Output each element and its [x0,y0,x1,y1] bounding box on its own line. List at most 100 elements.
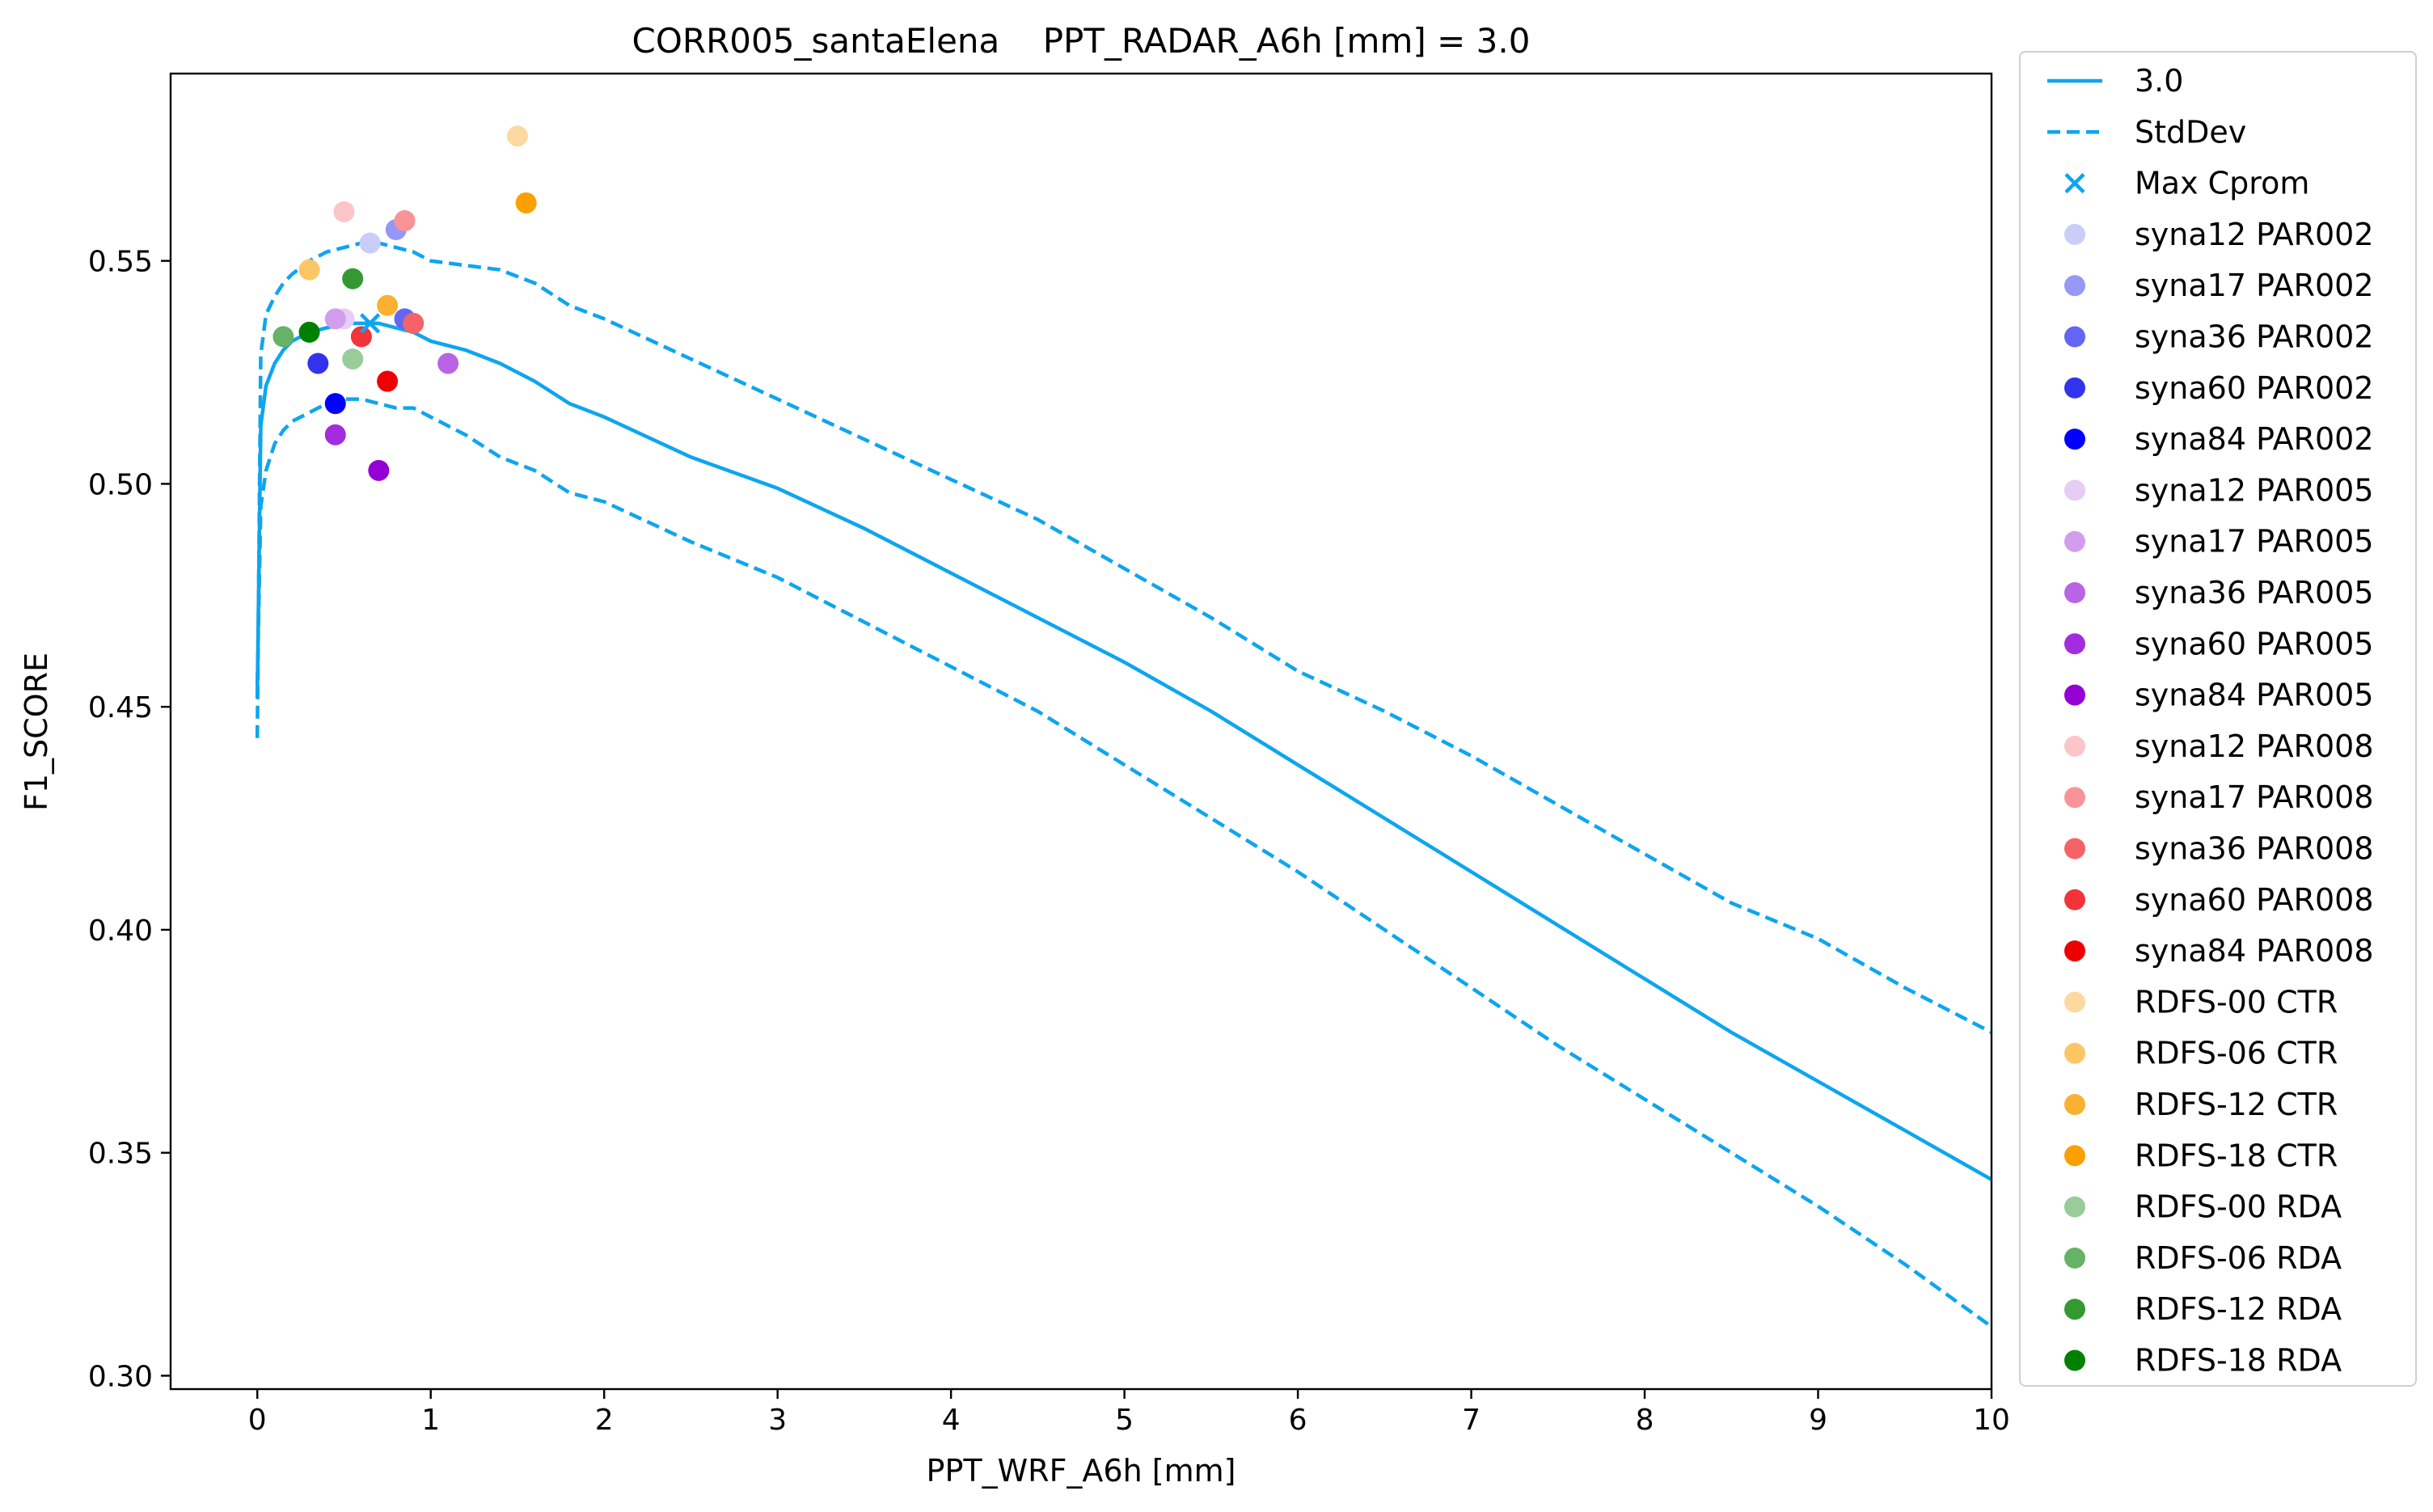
legend-label: syna60 PAR005 [2135,626,2374,661]
legend-item-rdfs-12-rda: RDFS-12 RDA [2064,1291,2342,1327]
legend-item-3-0: 3.0 [2047,63,2183,99]
point-rdfs-18-rda [298,321,320,343]
legend-item-syna60-par002: syna60 PAR002 [2064,370,2374,406]
point-syna60-par008 [350,326,372,348]
legend-dot-swatch [2064,684,2085,706]
point-syna60-par002 [307,353,329,374]
point-syna36-par008 [403,312,425,334]
legend-dot-swatch [2064,633,2085,655]
legend-item-syna17-par008: syna17 PAR008 [2064,779,2374,815]
legend-dot-swatch [2064,1042,2085,1064]
legend-dot-swatch [2064,889,2085,910]
x-tick-label: 8 [1636,1404,1654,1437]
max-marker-stroke [360,313,381,334]
legend-item-syna17-par005: syna17 PAR005 [2064,524,2374,560]
max-cprom-marker [360,313,381,334]
legend-label: RDFS-00 RDA [2135,1189,2342,1225]
legend-label: syna84 PAR002 [2135,421,2374,457]
legend-item-syna60-par008: syna60 PAR008 [2064,882,2374,918]
legend-label: RDFS-18 CTR [2135,1138,2338,1173]
x-tick-label: 0 [248,1404,267,1437]
legend-item-syna60-par005: syna60 PAR005 [2064,626,2374,661]
legend: 3.0 StdDev Max Cprom syna12 PAR002 syna17 PA… [2019,51,2417,1387]
y-axis-label: F1_SCORE [19,653,54,811]
legend-label: syna17 PAR002 [2135,268,2374,303]
legend-item-rdfs-06-rda: RDFS-06 RDA [2064,1240,2342,1276]
plot-points [272,125,537,481]
legend-label: RDFS-18 RDA [2135,1343,2342,1379]
legend-label: syna12 PAR008 [2135,729,2374,764]
legend-label: syna36 PAR008 [2135,831,2374,867]
legend-dot-swatch [2064,223,2085,245]
legend-dot-swatch [2064,735,2085,757]
legend-dot-swatch [2064,377,2085,399]
point-rdfs-06-rda [272,326,294,348]
legend-label: syna60 PAR002 [2135,370,2374,406]
plot-frame [169,72,1993,1391]
legend-item-syna12-par002: syna12 PAR002 [2064,217,2374,252]
legend-label: RDFS-06 CTR [2135,1036,2338,1071]
x-tick-label: 9 [1809,1404,1827,1437]
stddev-line-2 [255,397,1993,1328]
legend-label: RDFS-12 RDA [2135,1291,2342,1327]
legend-dot-swatch [2064,940,2085,962]
point-syna36-par005 [437,353,459,374]
point-rdfs-00-rda [342,348,364,370]
legend-dot-swatch [2064,275,2085,297]
point-rdfs-12-rda [342,268,364,289]
y-tick-label: 0.55 [88,246,153,279]
legend-item-syna36-par008: syna36 PAR008 [2064,831,2374,867]
legend-dot-swatch [2064,582,2085,603]
legend-item-rdfs-12-ctr: RDFS-12 CTR [2064,1087,2338,1122]
legend-label: syna36 PAR002 [2135,319,2374,355]
x-tick-label: 3 [768,1404,787,1437]
legend-label: syna60 PAR008 [2135,882,2374,918]
legend-item-rdfs-18-ctr: RDFS-18 CTR [2064,1138,2338,1173]
legend-item-syna84-par002: syna84 PAR002 [2064,421,2374,457]
y-axis-ticks: 0.30 0.35 0.40 0.45 0.50 0.55 [88,246,171,1393]
point-syna84-par008 [377,370,399,392]
legend-dot-swatch [2064,1247,2085,1269]
x-tick-label: 6 [1289,1404,1307,1437]
legend-dot-swatch [2064,787,2085,809]
legend-item-syna36-par005: syna36 PAR005 [2064,575,2374,610]
legend-dot-swatch [2064,479,2085,501]
legend-label: RDFS-06 RDA [2135,1240,2342,1276]
legend-label: RDFS-00 CTR [2135,984,2338,1020]
legend-item-rdfs-18-rda: RDFS-18 RDA [2064,1343,2342,1379]
y-tick-label: 0.40 [88,914,153,948]
point-syna12-par002 [359,232,381,254]
point-syna60-par005 [324,424,346,446]
legend-item-stddev: StdDev [2047,114,2246,150]
legend-label: syna17 PAR005 [2135,524,2374,560]
x-tick-label: 5 [1115,1404,1134,1437]
x-tick-label: 7 [1462,1404,1480,1437]
legend-item-syna12-par005: syna12 PAR005 [2064,472,2374,508]
legend-dot-swatch [2064,1145,2085,1167]
legend-item-syna36-par002: syna36 PAR002 [2064,319,2374,355]
y-tick-label: 0.50 [88,468,153,501]
legend-label: syna36 PAR005 [2135,575,2374,610]
legend-label: 3.0 [2135,63,2183,99]
point-syna17-par005 [324,308,346,330]
point-syna84-par005 [368,459,390,481]
legend-label: syna12 PAR005 [2135,472,2374,508]
legend-item-syna84-par005: syna84 PAR005 [2064,678,2374,713]
legend-item-syna84-par008: syna84 PAR008 [2064,933,2374,969]
legend-item-rdfs-00-rda: RDFS-00 RDA [2064,1189,2342,1225]
legend-dot-swatch [2064,838,2085,859]
point-syna12-par008 [333,201,355,222]
x-tick-label: 2 [595,1404,614,1437]
point-syna84-par002 [324,393,346,415]
legend-dot-swatch [2064,1349,2085,1371]
legend-item-rdfs-06-ctr: RDFS-06 CTR [2064,1036,2338,1071]
x-tick-label: 1 [421,1404,440,1437]
legend-label: syna17 PAR008 [2135,779,2374,815]
legend-item-syna12-par008: syna12 PAR008 [2064,729,2374,764]
x-tick-label: 10 [1973,1404,2010,1437]
legend-frame [2019,51,2417,1387]
x-axis-label: PPT_WRF_A6h [mm] [927,1453,1236,1489]
legend-dot-swatch [2064,991,2085,1013]
legend-label: syna12 PAR002 [2135,217,2374,252]
